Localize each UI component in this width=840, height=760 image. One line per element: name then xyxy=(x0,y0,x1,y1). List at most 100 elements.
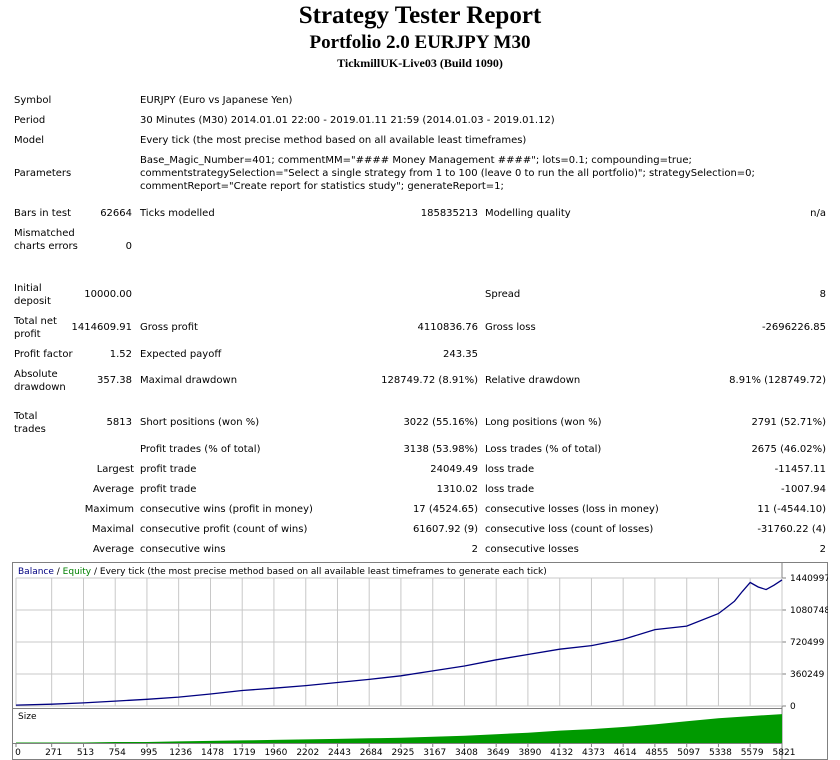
x-tick-label: 2684 xyxy=(360,748,383,758)
x-tick-label: 995 xyxy=(140,748,157,758)
legend-sep1: / xyxy=(54,567,63,577)
maximal-cons-profit-value: 61607.92 (9) xyxy=(412,524,478,535)
trades-value: 5813 xyxy=(106,417,132,428)
x-tick-label: 1719 xyxy=(233,748,256,758)
spread-label: Spread xyxy=(485,289,521,300)
x-tick-label: 2925 xyxy=(391,748,414,758)
max-dd-label: Maximal drawdown xyxy=(140,375,238,386)
avg-cons-losses-label: consecutive losses xyxy=(485,544,579,555)
avg-cons-wins-value: 2 xyxy=(471,544,478,555)
average-loss-label: loss trade xyxy=(485,484,535,495)
gross-loss-value: -2696226.85 xyxy=(761,322,826,333)
deposit-value: 10000.00 xyxy=(84,289,132,300)
largest-loss-label: loss trade xyxy=(485,464,535,475)
avg2-label: Average xyxy=(92,544,134,555)
quality-value: n/a xyxy=(810,208,826,219)
model-value: Every tick (the most precise method base… xyxy=(140,135,527,146)
model-label: Model xyxy=(14,135,45,146)
x-tick-label: 513 xyxy=(77,748,94,758)
max-cons-losses-label: consecutive losses (loss in money) xyxy=(485,504,659,515)
parameters-label: Parameters xyxy=(14,168,72,179)
period-label: Period xyxy=(14,115,46,126)
maximum-label: Maximum xyxy=(84,504,134,515)
abs-dd-value: 357.38 xyxy=(97,375,132,386)
quality-label: Modelling quality xyxy=(485,208,571,219)
net-value: 1414609.91 xyxy=(71,322,132,333)
profit-trades-value: 3138 (53.98%) xyxy=(403,444,478,455)
x-tick-label: 3890 xyxy=(518,748,541,758)
pf-value: 1.52 xyxy=(109,349,132,360)
x-tick-label: 4855 xyxy=(645,748,668,758)
balance-chart: 1440997 1080748 720499 360249 0 0 271 513 754 99… xyxy=(12,562,828,760)
x-tick-label: 4614 xyxy=(614,748,637,758)
y-tick-label: 1080748 xyxy=(790,606,828,616)
mismatch-label: Mismatched charts errors xyxy=(14,228,78,252)
average-label: Average xyxy=(92,484,134,495)
y-tick-label: 1440997 xyxy=(790,574,828,584)
x-tick-label: 2443 xyxy=(328,748,351,758)
ticks-label: Ticks modelled xyxy=(140,208,215,219)
x-tick-label: 271 xyxy=(45,748,62,758)
mismatch-value: 0 xyxy=(125,241,132,252)
maximal-cons-loss-value: -31760.22 (4) xyxy=(757,524,826,535)
largest-label: Largest xyxy=(96,464,134,475)
y-tick-label: 360249 xyxy=(790,670,825,680)
y-tick-label: 0 xyxy=(790,702,796,712)
chart-grid xyxy=(13,563,786,759)
payoff-label: Expected payoff xyxy=(140,349,222,360)
ticks-value: 185835213 xyxy=(420,208,478,219)
max-cons-losses-value: 11 (-4544.10) xyxy=(757,504,826,515)
long-value: 2791 (52.71%) xyxy=(751,417,826,428)
deposit-label: Initial deposit xyxy=(14,283,51,307)
x-tick-label: 0 xyxy=(15,748,21,758)
maximal-cons-loss-label: consecutive loss (count of losses) xyxy=(485,524,654,535)
gross-profit-label: Gross profit xyxy=(140,322,198,333)
largest-profit-label: profit trade xyxy=(140,464,197,475)
profit-trades-label: Profit trades (% of total) xyxy=(140,444,261,455)
x-tick-label: 1236 xyxy=(169,748,192,758)
x-tick-label: 1960 xyxy=(264,748,287,758)
parameters-value: Base_Magic_Number=401; commentMM="#### M… xyxy=(140,155,755,192)
long-label: Long positions (won %) xyxy=(485,417,602,428)
x-tick-label: 5579 xyxy=(741,748,764,758)
average-profit-value: 1310.02 xyxy=(436,484,478,495)
symbol-label: Symbol xyxy=(14,95,52,106)
spread-value: 8 xyxy=(819,289,826,300)
report-subtitle: Portfolio 2.0 EURJPY M30 xyxy=(309,32,531,53)
y-tick-label: 720499 xyxy=(790,638,825,648)
symbol-value: EURJPY (Euro vs Japanese Yen) xyxy=(140,95,293,106)
payoff-value: 243.35 xyxy=(443,349,478,360)
maximal-cons-profit-label: consecutive profit (count of wins) xyxy=(140,524,308,535)
x-tick-label: 3167 xyxy=(423,748,446,758)
x-tick-label: 5821 xyxy=(773,748,796,758)
balance-line xyxy=(15,579,783,706)
gross-loss-label: Gross loss xyxy=(485,322,536,333)
report-title: Strategy Tester Report xyxy=(298,2,542,29)
size-area xyxy=(16,714,782,743)
x-tick-label: 5097 xyxy=(677,748,700,758)
chart-legend: Balance / Equity / Every tick (the most … xyxy=(18,567,547,577)
maximal-label: Maximal xyxy=(91,524,134,535)
loss-trades-value: 2675 (46.02%) xyxy=(751,444,826,455)
report-server: TickmillUK-Live03 (Build 1090) xyxy=(337,56,503,70)
largest-profit-value: 24049.49 xyxy=(430,464,478,475)
x-axis-labels: 0 271 513 754 995 1236 1478 1719 1960 2202 2443 268… xyxy=(15,748,795,758)
trades-label: Total trades xyxy=(14,411,46,435)
avg-cons-wins-label: consecutive wins xyxy=(140,544,226,555)
x-tick-label: 3649 xyxy=(487,748,510,758)
legend-balance: Balance xyxy=(18,567,54,577)
x-tick-label: 754 xyxy=(109,748,126,758)
pf-label: Profit factor xyxy=(14,349,73,360)
short-value: 3022 (55.16%) xyxy=(403,417,478,428)
avg-cons-losses-value: 2 xyxy=(819,544,826,555)
average-loss-value: -1007.94 xyxy=(781,484,826,495)
rel-dd-value: 8.91% (128749.72) xyxy=(729,375,826,386)
max-cons-wins-value: 17 (4524.65) xyxy=(412,504,478,515)
period-value: 30 Minutes (M30) 2014.01.01 22:00 - 2019… xyxy=(140,115,555,126)
x-tick-label: 1478 xyxy=(201,748,224,758)
loss-trades-label: Loss trades (% of total) xyxy=(485,444,602,455)
x-tick-label: 4373 xyxy=(582,748,605,758)
x-tick-label: 5338 xyxy=(709,748,732,758)
gross-profit-value: 4110836.76 xyxy=(417,322,478,333)
bars-label: Bars in test xyxy=(14,208,71,219)
